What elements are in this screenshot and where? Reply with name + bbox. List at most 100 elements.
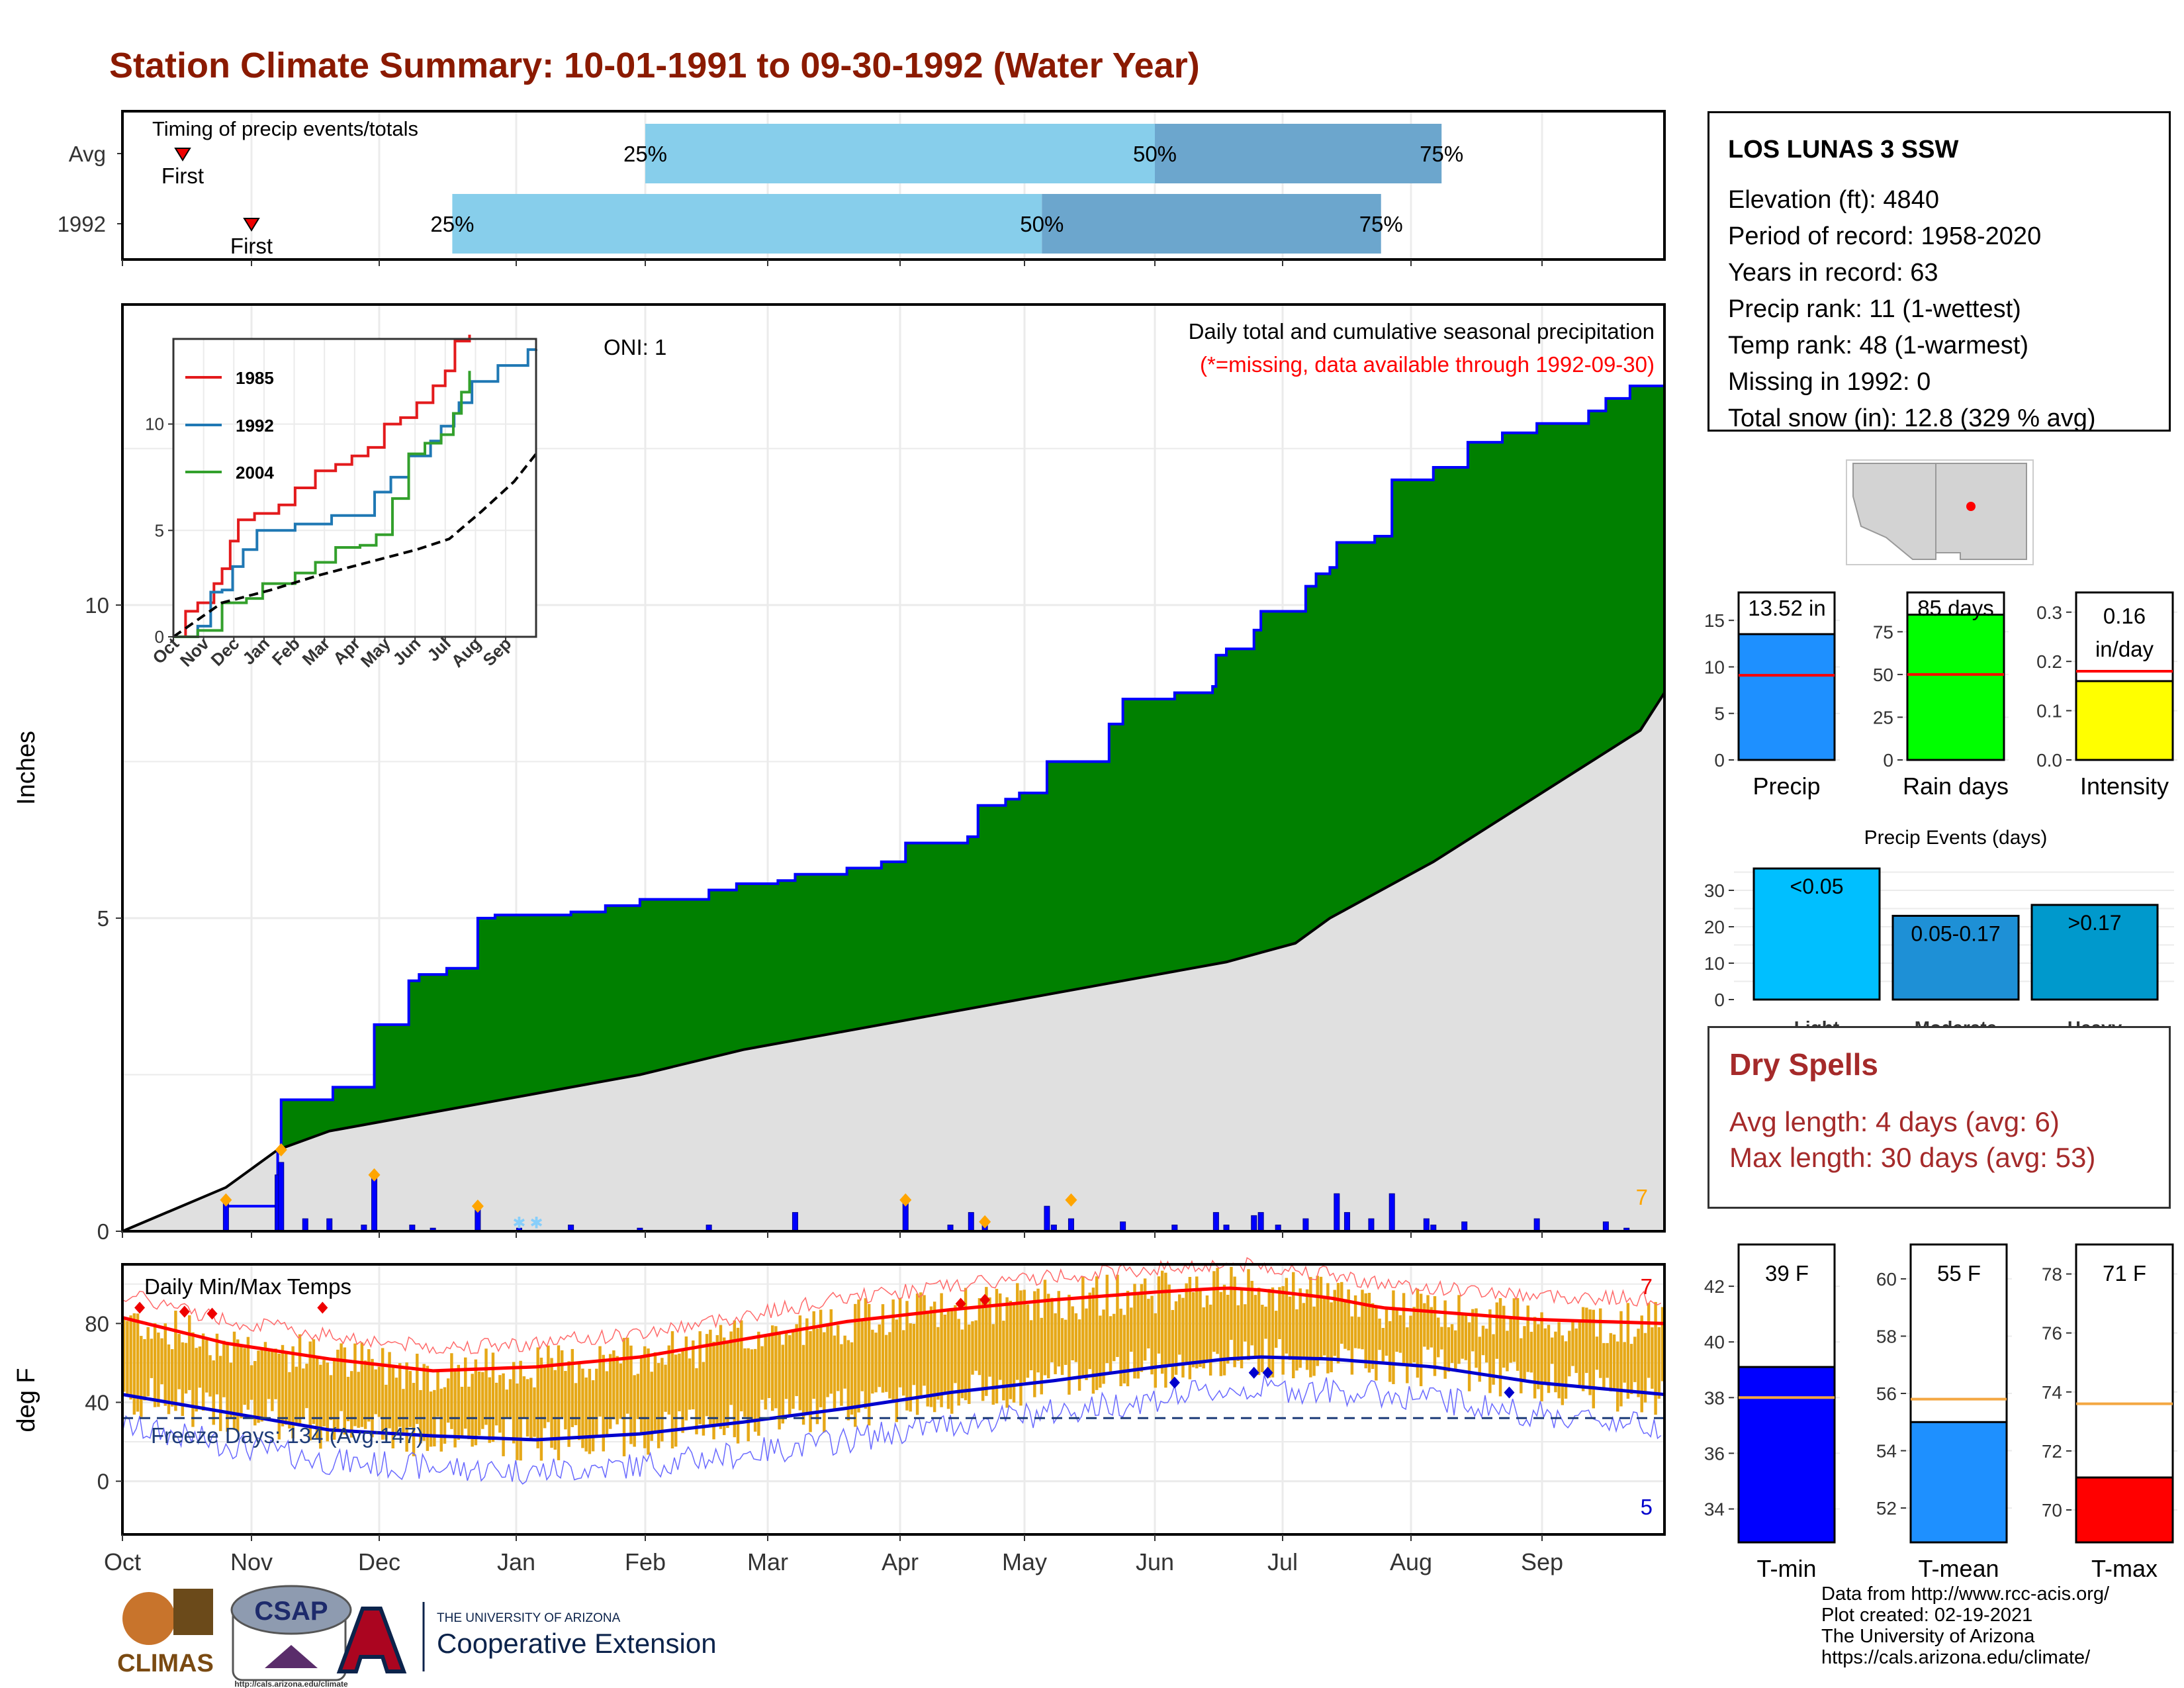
daily-temp-bar (929, 1306, 933, 1407)
daily-temp-bar (460, 1386, 464, 1437)
t_mean-xlabel: T-mean (1918, 1555, 1999, 1582)
daily-temp-bar (733, 1320, 737, 1438)
daily-temp-bar (471, 1374, 474, 1447)
daily-precip-bar (1120, 1221, 1126, 1232)
daily-precip-bar (1044, 1205, 1050, 1232)
daily-temp-bar (1240, 1288, 1244, 1369)
daily-temp-bar (702, 1362, 705, 1436)
daily-temp-bar (1133, 1284, 1136, 1379)
daily-temp-bar (525, 1379, 529, 1437)
daily-temp-bar (1378, 1318, 1381, 1350)
inset-legend-label: 1992 (236, 416, 274, 436)
rain_days-bar (1906, 614, 2005, 761)
record-high-marker-icon (206, 1307, 218, 1320)
daily-precip-bar (1423, 1218, 1430, 1232)
events-y-tick-label: 20 (1704, 917, 1725, 937)
daily-temp-bar (715, 1335, 719, 1424)
daily-temp-bar (367, 1349, 371, 1422)
daily-temp-bar (1440, 1327, 1443, 1350)
daily-temp-bar (1571, 1320, 1574, 1366)
daily-temp-bar (1367, 1293, 1371, 1373)
dry-spells-title: Dry Spells (1729, 1047, 1878, 1082)
daily-temp-bar (291, 1346, 295, 1438)
intensity-label: 0.16 (2103, 604, 2146, 628)
month-label-aug: Aug (1390, 1548, 1432, 1575)
daily-temp-bar (1471, 1309, 1475, 1352)
intensity-y-tick-label: 0.2 (2036, 651, 2062, 672)
precip_total-y-tick-label: 15 (1704, 610, 1725, 631)
inset-legend-label: 1985 (236, 368, 274, 388)
tmax-smoothed-line (122, 1286, 1665, 1373)
rain_days-y-tick-label: 25 (1873, 707, 1893, 727)
daily-temp-bar (1481, 1325, 1485, 1356)
daily-temp-bar (857, 1299, 860, 1413)
record-marker-icon (275, 1143, 287, 1157)
daily-temp-bar (1278, 1287, 1281, 1340)
daily-temp-bar (132, 1313, 136, 1415)
daily-temp-bar (909, 1323, 912, 1412)
daily-temp-bar (560, 1350, 564, 1418)
main-y-tick-label: 0 (97, 1219, 109, 1244)
daily-temp-bar (391, 1368, 395, 1449)
daily-temp-bar (581, 1368, 584, 1448)
precip_total-y-tick-label: 5 (1714, 704, 1725, 724)
daily-temp-bar (1074, 1313, 1078, 1362)
daily-temp-bar (1298, 1288, 1302, 1368)
daily-temp-bar (1064, 1319, 1068, 1365)
daily-temp-bar (767, 1336, 771, 1398)
daily-temp-bar (484, 1348, 488, 1425)
daily-temp-bar (1088, 1292, 1091, 1370)
daily-temp-bar (298, 1334, 302, 1425)
daily-temp-bar (1026, 1304, 1030, 1378)
csap-cloud-icon (230, 1585, 352, 1635)
month-label-jul: Jul (1267, 1548, 1298, 1575)
csap-mountain-icon (265, 1645, 318, 1668)
daily-temp-bar (1253, 1295, 1257, 1356)
timing-label-50: 50% (1133, 142, 1177, 166)
daily-temp-bar (1595, 1336, 1599, 1370)
daily-temp-bar (1633, 1336, 1637, 1382)
daily-temp-bar (871, 1329, 874, 1394)
daily-temp-bar (122, 1318, 126, 1392)
dry-spells-box: Dry Spells Avg length: 4 days (avg: 6) M… (1707, 1026, 2171, 1209)
daily-temp-bar (1340, 1282, 1343, 1344)
daily-temp-bar (760, 1346, 764, 1400)
daily-temp-bar (729, 1331, 733, 1405)
daily-temp-bar (1353, 1295, 1357, 1348)
daily-temp-bar (1629, 1344, 1633, 1394)
daily-temp-bar (195, 1348, 198, 1412)
freeze-days-label: Freeze Days: 134 (Avg:147) (151, 1423, 424, 1448)
daily-temp-bar (1091, 1288, 1095, 1394)
daily-temp-bar (394, 1378, 398, 1433)
precip_total-bar (1737, 633, 1836, 761)
daily-temp-bar (1430, 1307, 1433, 1348)
daily-temp-bar (1657, 1327, 1661, 1399)
daily-temp-bar (1398, 1315, 1402, 1353)
daily-temp-bar (650, 1372, 653, 1441)
month-label-may: May (1002, 1548, 1047, 1575)
daily-temp-bar (363, 1360, 367, 1429)
credit-data-source: Data from http://www.rcc-acis.org/ (1821, 1583, 2110, 1605)
daily-temp-bar (1208, 1304, 1212, 1376)
daily-temp-bar (846, 1340, 850, 1421)
daily-temp-bar (670, 1331, 674, 1449)
daily-temp-bar (564, 1371, 567, 1430)
daily-temp-bar (1216, 1268, 1219, 1354)
daily-temp-bar (912, 1323, 916, 1385)
daily-temp-bar (1112, 1313, 1116, 1362)
timing-bar-q25-q50 (645, 124, 1155, 183)
daily-temp-bar (1426, 1295, 1430, 1350)
daily-temp-bar (547, 1345, 550, 1423)
daily-temp-bar (1385, 1308, 1388, 1356)
temps-frame (121, 1263, 1666, 1536)
daily-temp-bar (1247, 1269, 1250, 1360)
t_max-y-tick-label: 78 (2042, 1264, 2062, 1285)
daily-temp-bar (1081, 1276, 1085, 1376)
daily-temp-bar (229, 1362, 233, 1419)
daily-temp-bar (1057, 1291, 1061, 1367)
average-line (122, 692, 1666, 1233)
daily-temp-bar (829, 1309, 833, 1394)
daily-temp-bar (260, 1347, 263, 1422)
daily-temp-bar (678, 1353, 681, 1412)
inset-series-1992 (173, 348, 537, 638)
